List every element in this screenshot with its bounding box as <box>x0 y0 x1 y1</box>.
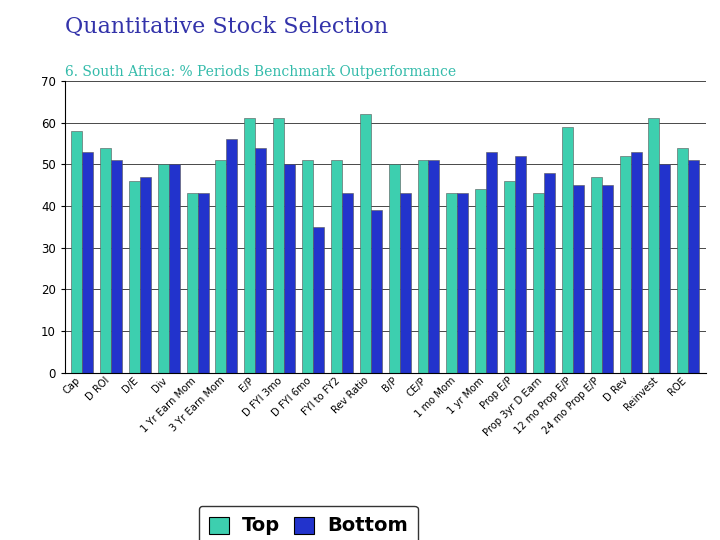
Bar <box>331 160 342 373</box>
Bar <box>284 164 295 373</box>
Bar <box>227 139 238 373</box>
Bar <box>371 210 382 373</box>
Text: Quantitative Stock Selection: Quantitative Stock Selection <box>65 16 388 38</box>
Bar <box>457 193 468 373</box>
Bar <box>71 131 82 373</box>
Bar <box>446 193 457 373</box>
Bar <box>244 118 256 373</box>
Bar <box>215 160 227 373</box>
Bar <box>100 147 111 373</box>
Bar <box>360 114 371 373</box>
Bar <box>389 164 400 373</box>
Bar <box>140 177 150 373</box>
Bar <box>302 160 313 373</box>
Bar <box>273 118 284 373</box>
Bar <box>660 164 670 373</box>
Bar <box>504 181 515 373</box>
Bar <box>515 156 526 373</box>
Bar <box>590 177 602 373</box>
Bar <box>475 190 486 373</box>
Bar <box>533 193 544 373</box>
Bar <box>428 160 439 373</box>
Bar <box>342 193 353 373</box>
Text: 6. South Africa: % Periods Benchmark Outperformance: 6. South Africa: % Periods Benchmark Out… <box>65 65 456 79</box>
Bar <box>111 160 122 373</box>
Bar <box>631 152 642 373</box>
Bar <box>168 164 180 373</box>
Bar <box>400 193 410 373</box>
Bar <box>573 185 584 373</box>
Bar <box>256 147 266 373</box>
Bar <box>186 193 197 373</box>
Bar <box>602 185 613 373</box>
Bar <box>129 181 140 373</box>
Bar <box>688 160 699 373</box>
Bar <box>620 156 631 373</box>
Bar <box>562 127 573 373</box>
Bar <box>678 147 688 373</box>
Bar <box>82 152 93 373</box>
Bar <box>649 118 660 373</box>
Bar <box>418 160 428 373</box>
Bar <box>486 152 498 373</box>
Bar <box>158 164 168 373</box>
Bar <box>544 173 555 373</box>
Bar <box>313 227 324 373</box>
Bar <box>197 193 209 373</box>
Legend: Top, Bottom: Top, Bottom <box>199 506 418 540</box>
